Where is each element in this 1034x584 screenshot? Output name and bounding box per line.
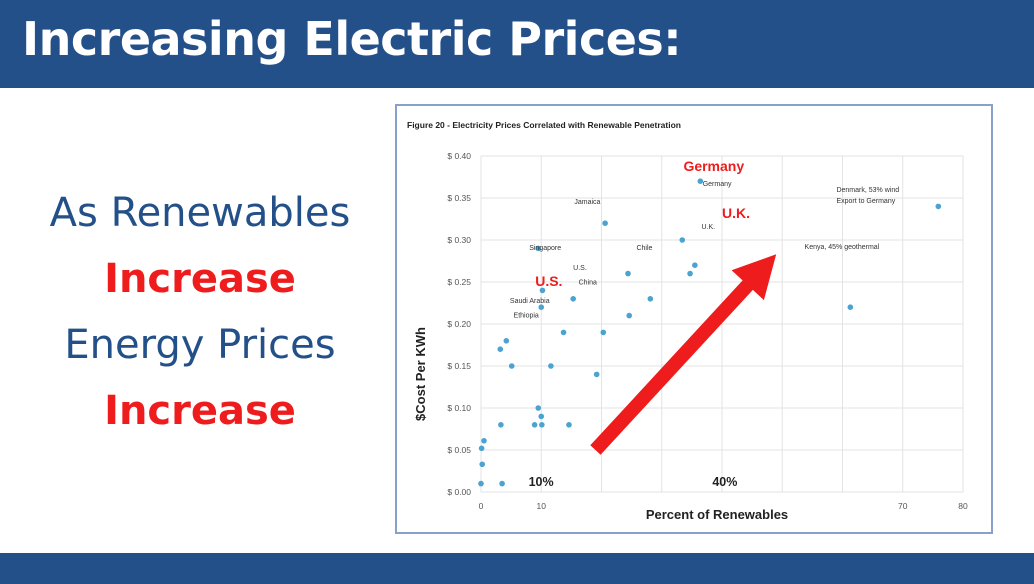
data-point xyxy=(692,262,698,268)
data-point xyxy=(538,304,545,310)
point-label: Export to Germany xyxy=(836,198,895,205)
data-point xyxy=(478,445,485,452)
data-point xyxy=(697,178,704,184)
point-label: China xyxy=(579,280,597,287)
point-label: U.K. xyxy=(702,224,716,231)
grid xyxy=(480,155,964,493)
data-point xyxy=(626,312,633,319)
point-label: Kenya, 45% geothermal xyxy=(805,244,880,251)
y-tick-label: $ 0.30 xyxy=(447,235,471,245)
point-labels: Jamaica Singapore Chile U.S. China Saudi Arab… xyxy=(510,181,899,319)
x-tick-label: 10 xyxy=(537,501,547,511)
x-tick-label: 80 xyxy=(958,501,968,511)
data-point xyxy=(478,480,484,487)
data-point xyxy=(508,363,515,369)
title-bar xyxy=(0,0,1034,88)
data-point xyxy=(602,220,608,226)
point-label: Denmark, 53% wind xyxy=(836,187,899,194)
annotation-label: Germany xyxy=(683,158,744,174)
chart-frame: Figure 20 - Electricity Prices Correlate… xyxy=(395,104,993,534)
data-point xyxy=(498,422,504,428)
data-point xyxy=(687,270,693,277)
data-point xyxy=(503,338,510,344)
data-point xyxy=(479,461,486,468)
point-label: Saudi Arabia xyxy=(510,298,550,305)
left-message: As Renewables Increase Energy Prices Inc… xyxy=(0,180,400,444)
data-point xyxy=(538,413,545,420)
data-point xyxy=(499,480,505,487)
point-label: U.S. xyxy=(573,265,587,272)
data-point xyxy=(647,296,654,302)
y-tick-label: $ 0.05 xyxy=(447,445,471,455)
message-line-1: As Renewables xyxy=(49,190,351,236)
annotations: Germany U.K. U.S. 10% 40% xyxy=(529,158,750,489)
message-line-4: Increase xyxy=(104,388,296,434)
point-label: Ethiopia xyxy=(514,312,539,319)
x-tick-label: 0 xyxy=(479,501,484,511)
y-tick-label: $ 0.35 xyxy=(447,193,471,203)
data-point xyxy=(625,270,631,277)
annotation-label: 40% xyxy=(712,475,737,489)
y-axis-label: $Cost Per KWh xyxy=(413,327,428,421)
annotation-label: 10% xyxy=(529,475,554,489)
y-tick-label: $ 0.25 xyxy=(447,277,471,287)
data-point xyxy=(481,437,487,444)
data-point xyxy=(548,363,554,369)
data-point xyxy=(570,296,576,302)
data-points xyxy=(478,178,942,487)
data-point xyxy=(531,422,538,428)
trend-arrow-shape xyxy=(590,254,777,455)
data-point xyxy=(566,422,572,428)
data-point xyxy=(535,245,542,252)
y-tick-label: $ 0.10 xyxy=(447,403,471,413)
point-label: Chile xyxy=(636,245,652,252)
y-tick-label: $ 0.20 xyxy=(447,319,471,329)
point-label: Jamaica xyxy=(574,199,600,206)
data-point xyxy=(847,304,854,310)
annotation-label: U.K. xyxy=(722,205,750,221)
x-tick-label: 70 xyxy=(898,501,908,511)
data-point xyxy=(593,371,600,378)
axes: $ 0.00 $ 0.05 $ 0.10 $ 0.15 $ 0.20 $ 0.25 $ 0.… xyxy=(447,151,968,511)
message-line-3: Energy Prices xyxy=(64,322,336,368)
data-point xyxy=(679,237,686,243)
chart-title: Figure 20 - Electricity Prices Correlate… xyxy=(407,120,681,130)
slide-title: Increasing Electric Prices: xyxy=(22,12,682,66)
data-point xyxy=(497,346,504,352)
scatter-chart: Figure 20 - Electricity Prices Correlate… xyxy=(405,110,983,522)
y-tick-label: $ 0.15 xyxy=(447,361,471,371)
data-point xyxy=(560,329,567,336)
data-point xyxy=(539,287,546,294)
data-point xyxy=(600,329,607,336)
message-line-2: Increase xyxy=(104,256,296,302)
data-point xyxy=(935,203,942,210)
point-label: Germany xyxy=(703,181,732,188)
data-point xyxy=(535,405,542,411)
x-axis-label: Percent of Renewables xyxy=(646,507,788,522)
y-tick-label: $ 0.40 xyxy=(447,151,471,161)
point-label: Singapore xyxy=(529,245,561,252)
footer-bar xyxy=(0,553,1034,584)
y-tick-label: $ 0.00 xyxy=(447,487,471,497)
data-point xyxy=(539,422,545,428)
trend-arrow xyxy=(590,254,777,455)
annotation-label: U.S. xyxy=(535,273,562,289)
